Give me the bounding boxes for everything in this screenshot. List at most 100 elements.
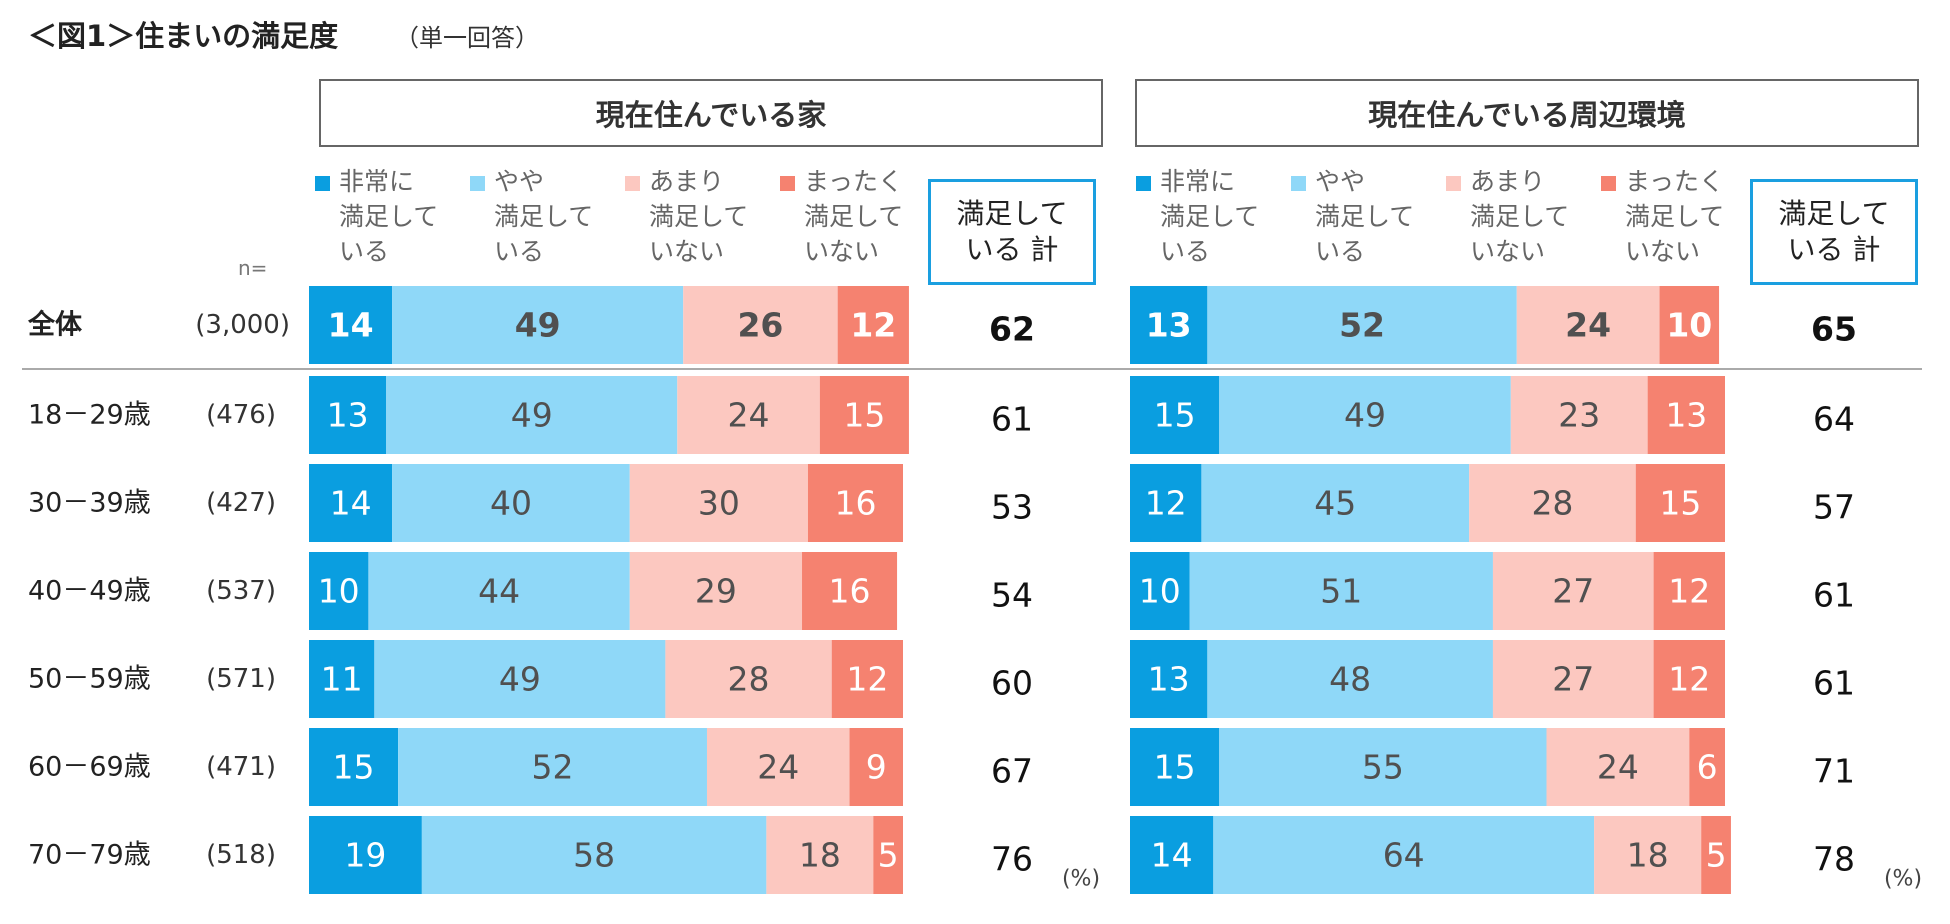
title: ＜図1＞住まいの満足度 — [28, 19, 338, 53]
bar-segment — [873, 816, 903, 894]
value-label: 52 — [1339, 306, 1385, 345]
value-label: 19 — [344, 836, 386, 875]
bar-segment — [386, 376, 678, 454]
row-label: 40－49歳 — [28, 576, 151, 607]
row-n: (471) — [206, 752, 276, 782]
value-label: 28 — [728, 660, 770, 699]
total-value: 78 — [1813, 840, 1855, 879]
bar-segment — [629, 552, 803, 630]
row-label: 全体 — [27, 309, 83, 341]
total-value: 71 — [1813, 752, 1855, 791]
legend-label: やや 満足して いる — [494, 167, 594, 266]
value-label: 14 — [1151, 836, 1193, 875]
legend-label: 非常に 満足して いる — [339, 167, 439, 266]
value-label: 51 — [1320, 572, 1362, 611]
n-label: n= — [238, 256, 267, 280]
value-label: 15 — [1154, 748, 1196, 787]
bar-segment — [1659, 286, 1720, 364]
bar-segment — [1492, 552, 1654, 630]
bar-segment — [837, 286, 909, 364]
bar-segment — [1130, 728, 1220, 806]
value-label: 14 — [330, 484, 372, 523]
row-n: (476) — [206, 400, 276, 430]
value-label: 13 — [1665, 396, 1707, 435]
value-label: 27 — [1552, 660, 1594, 699]
bar-segment — [849, 728, 903, 806]
legend-swatch — [315, 176, 330, 191]
total-value: 57 — [1813, 488, 1855, 527]
value-label: 12 — [846, 660, 888, 699]
bar-segment — [1219, 376, 1511, 454]
bar-segment — [1647, 376, 1725, 454]
value-label: 10 — [1139, 572, 1181, 611]
row-label: 60－69歳 — [28, 752, 151, 783]
value-label: 49 — [515, 306, 561, 345]
bar-segment — [1594, 816, 1702, 894]
bar-segment — [683, 286, 838, 364]
total-value: 53 — [991, 488, 1033, 527]
value-label: 15 — [333, 748, 375, 787]
value-label: 30 — [698, 484, 740, 523]
value-label: 9 — [866, 748, 887, 787]
bar-segment — [1207, 640, 1493, 718]
legend-swatch — [1601, 176, 1616, 191]
bar-segment — [766, 816, 874, 894]
bar-segment — [1213, 816, 1595, 894]
legend-label: まったく 満足して いない — [804, 167, 904, 266]
value-label: 15 — [1659, 484, 1701, 523]
bar-segment — [1492, 640, 1654, 718]
bar-segment — [677, 376, 820, 454]
subtitle: （単一回答） — [395, 24, 539, 52]
legend-swatch — [470, 176, 485, 191]
bar-segment — [398, 728, 707, 806]
bar-segment — [1130, 376, 1220, 454]
bar-segment — [309, 640, 375, 718]
value-label: 13 — [327, 396, 369, 435]
total-label: 満足して いる 計 — [1750, 179, 1918, 285]
total-value: 54 — [991, 576, 1033, 615]
value-label: 48 — [1329, 660, 1371, 699]
value-label: 5 — [1706, 836, 1727, 875]
value-label: 6 — [1697, 748, 1718, 787]
panel-title: 現在住んでいる家 — [319, 79, 1103, 147]
unit-label: (%) — [1062, 867, 1100, 892]
total-value: 60 — [991, 664, 1033, 703]
bar-segment — [629, 464, 808, 542]
value-label: 64 — [1383, 836, 1425, 875]
value-label: 13 — [1146, 306, 1192, 345]
value-label: 29 — [695, 572, 737, 611]
bar-segment — [819, 376, 909, 454]
bar-segment — [1130, 816, 1214, 894]
value-label: 12 — [1668, 572, 1710, 611]
value-label: 23 — [1558, 396, 1600, 435]
bar-segment — [1130, 640, 1208, 718]
row-label: 50－59歳 — [28, 664, 151, 695]
bar-segment — [1653, 640, 1725, 718]
value-label: 11 — [321, 660, 363, 699]
total-value: 62 — [989, 310, 1035, 349]
value-label: 10 — [1666, 306, 1712, 345]
value-label: 24 — [1565, 306, 1611, 345]
value-label: 49 — [1344, 396, 1386, 435]
bar-segment — [802, 552, 898, 630]
bar-segment — [1201, 464, 1470, 542]
row-n: (3,000) — [195, 310, 290, 340]
bar-segment — [1130, 286, 1208, 364]
legend-label: あまり 満足して いない — [1470, 167, 1570, 266]
value-label: 55 — [1362, 748, 1404, 787]
value-label: 44 — [478, 572, 520, 611]
row-label: 30－39歳 — [28, 488, 151, 519]
bar-segment — [706, 728, 850, 806]
value-label: 49 — [511, 396, 553, 435]
bar-segment — [1130, 552, 1190, 630]
value-label: 49 — [499, 660, 541, 699]
bar-segment — [807, 464, 903, 542]
row-n: (571) — [206, 664, 276, 694]
bar-segment — [1510, 376, 1648, 454]
legend-swatch — [1291, 176, 1306, 191]
bar-segment — [368, 552, 630, 630]
value-label: 16 — [829, 572, 871, 611]
bar-segment — [1701, 816, 1731, 894]
total-value: 61 — [991, 400, 1033, 439]
